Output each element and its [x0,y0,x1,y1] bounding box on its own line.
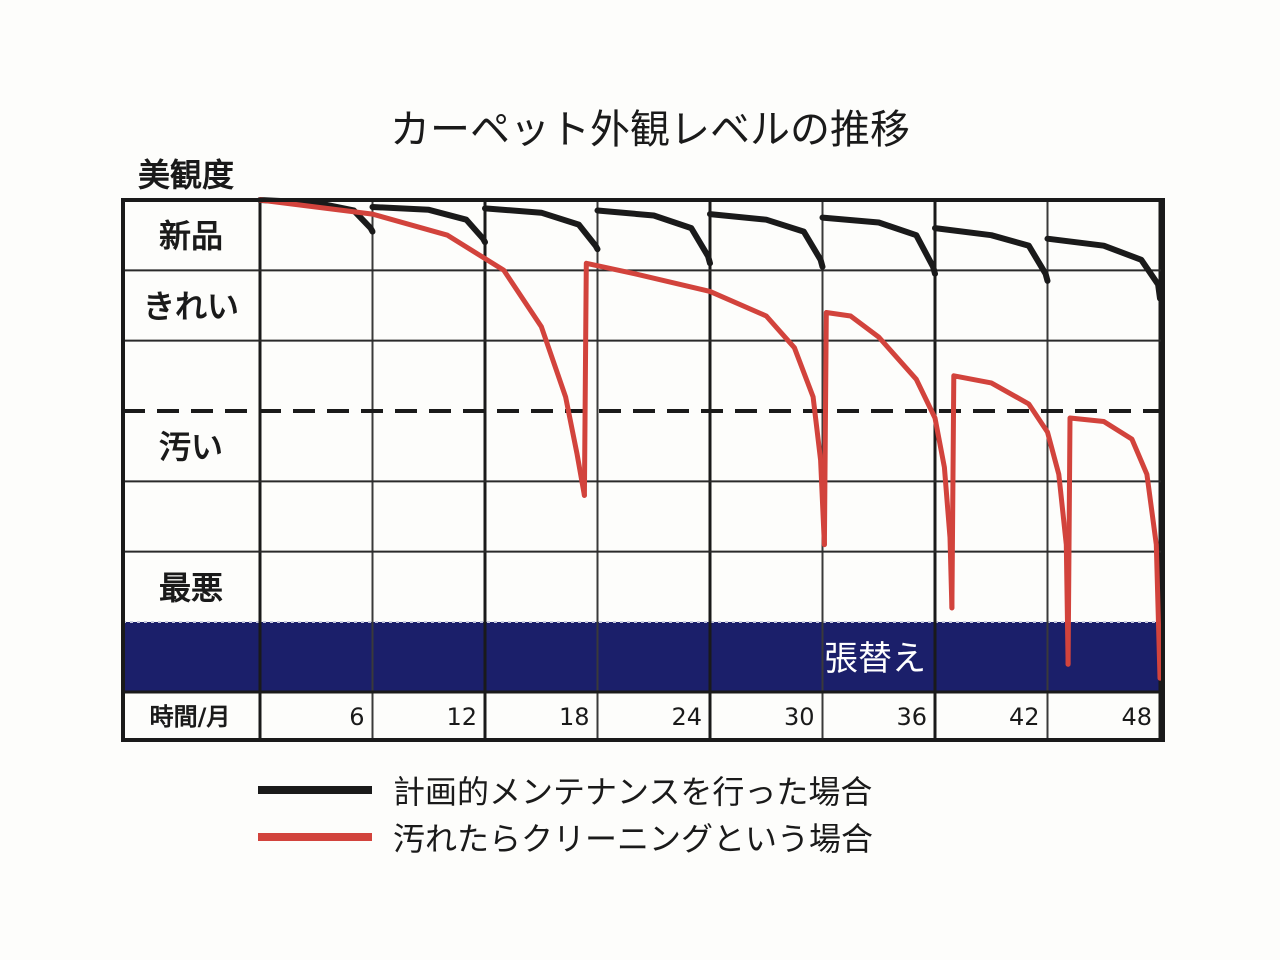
x-tick-label: 18 [559,703,590,731]
y-level-label: きれい [143,287,239,325]
series-reactive-line [821,310,955,611]
series-reactive-line [581,260,827,548]
series-planned-line [932,225,1051,284]
x-tick-label: 24 [671,703,702,731]
series-planned-line [594,207,713,267]
band-label: 張替え [824,639,926,679]
x-tick-labels: 6 12 18 24 30 36 42 48 [349,703,1152,731]
series-planned-line [369,204,488,246]
series-layer [257,197,1163,681]
replacement-band [123,622,1163,692]
legend: 計画的メンテナンスを行った場合 汚れたらクリーニングという場合 [258,773,873,858]
series-reactive-line [949,373,1071,667]
y-level-label: 最悪 [159,569,223,607]
y-level-label: 新品 [159,217,223,255]
chart-title: カーペット外観レベルの推移 [390,107,910,153]
x-tick-label: 48 [1121,703,1152,731]
x-tick-label: 30 [784,703,815,731]
x-axis-title: 時間/月 [150,703,231,731]
chart-frame [121,198,1165,742]
x-tick-label: 6 [349,703,364,731]
series-reactive-line [257,197,587,498]
y-axis-title: 美観度 [138,156,234,194]
series-planned-line [707,211,826,270]
legend-label-planned: 計画的メンテナンスを行った場合 [393,773,872,811]
x-tick-label: 36 [896,703,927,731]
series-reactive-line [1065,415,1163,681]
series-planned-line [819,214,938,277]
x-tick-label: 12 [446,703,477,731]
series-planned-line [1044,235,1163,302]
legend-label-reactive: 汚れたらクリーニングという場合 [393,820,873,858]
x-tick-label: 42 [1009,703,1040,731]
y-level-label: 汚い [159,428,223,466]
series-planned-line [482,205,601,253]
